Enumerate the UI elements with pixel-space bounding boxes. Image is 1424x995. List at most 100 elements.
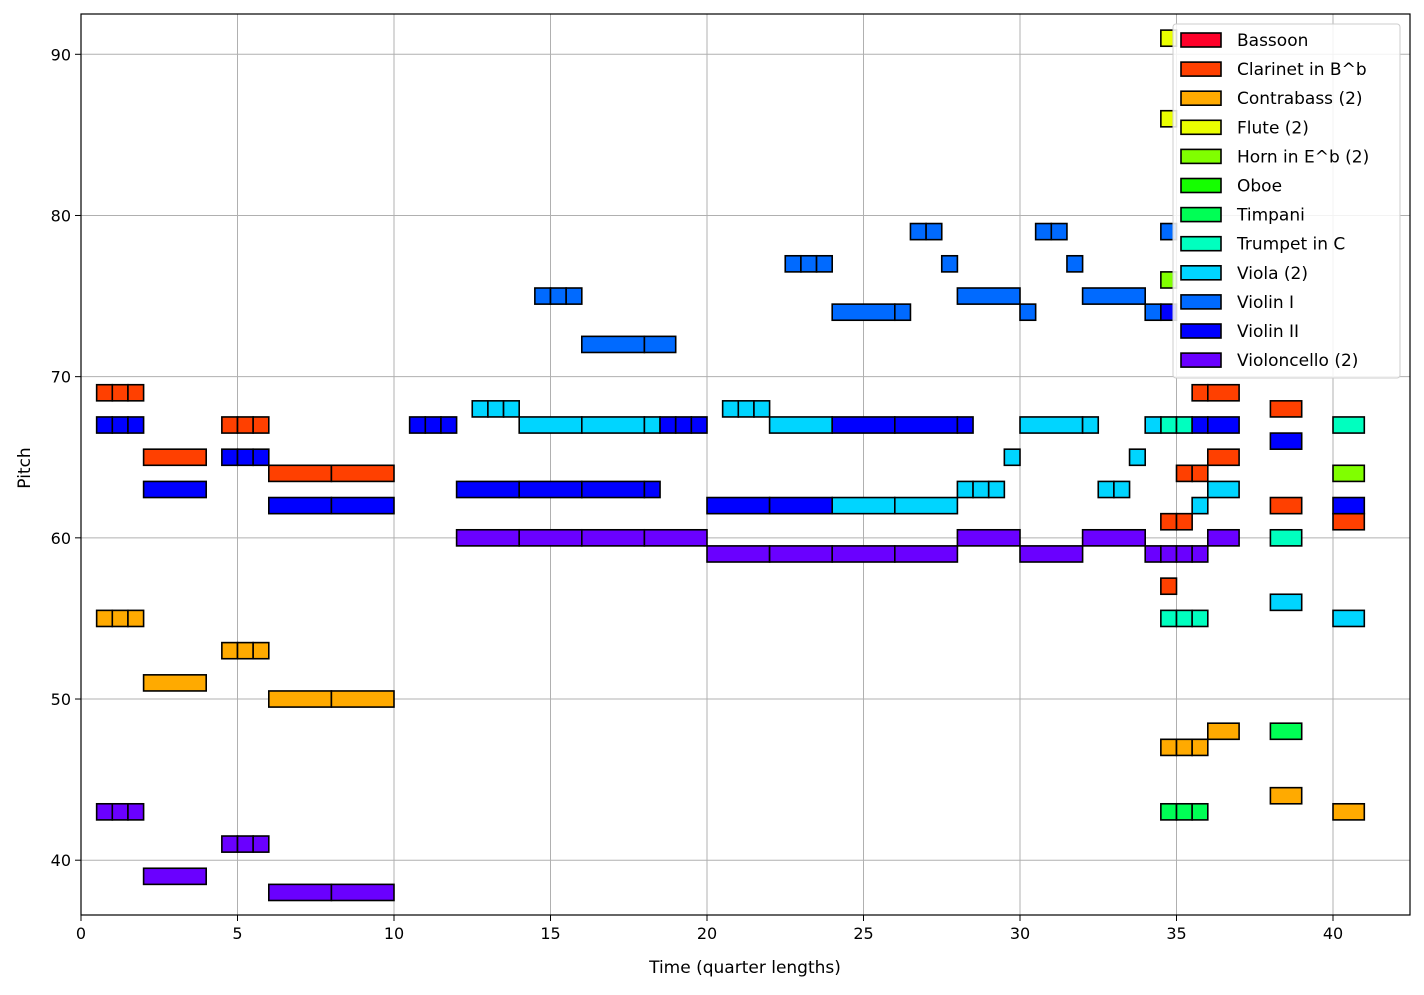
note-bar xyxy=(534,287,552,305)
note-bar xyxy=(1160,512,1178,531)
note-bar xyxy=(768,416,834,434)
note-bar xyxy=(95,383,114,402)
legend-swatch xyxy=(1180,90,1222,106)
note-bar xyxy=(1191,545,1209,563)
note-bar xyxy=(706,496,771,515)
note-bar xyxy=(330,883,395,902)
note-bar xyxy=(1332,802,1366,821)
note-bar xyxy=(142,674,208,692)
legend: Bassoon Clarinet in B^b Contrabass (2) Flut… xyxy=(1172,23,1401,379)
note-bar xyxy=(1207,448,1240,467)
legend-swatch xyxy=(1180,264,1222,281)
note-bar xyxy=(925,222,943,241)
note-bar xyxy=(706,545,771,563)
note-bar xyxy=(581,528,646,547)
note-bar xyxy=(1113,480,1131,499)
note-bar xyxy=(268,690,333,708)
x-tick-label: 35 xyxy=(1166,924,1186,943)
note-bar xyxy=(1191,383,1209,402)
note-bar xyxy=(127,609,145,628)
note-bar xyxy=(1207,416,1240,434)
y-tick-label: 90 xyxy=(51,45,71,64)
note-bar xyxy=(831,545,896,563)
note-bar xyxy=(565,287,583,305)
note-bar xyxy=(1269,432,1303,450)
note-bar xyxy=(581,480,646,499)
legend-label: Timpani xyxy=(1236,206,1305,226)
note-bar xyxy=(956,528,1021,547)
note-bar xyxy=(1144,416,1162,434)
note-bar xyxy=(909,222,927,241)
note-bar xyxy=(1269,400,1303,418)
legend-label: Flute (2) xyxy=(1237,118,1309,138)
legend-label: Clarinet in B^b xyxy=(1237,60,1367,80)
note-bar xyxy=(643,480,661,499)
note-bar xyxy=(455,528,521,547)
note-bar xyxy=(1081,416,1100,434)
note-bar xyxy=(674,416,693,434)
note-bar xyxy=(549,287,567,305)
note-bar xyxy=(1019,416,1084,434)
legend-label: Oboe xyxy=(1237,177,1282,197)
note-bar xyxy=(221,641,239,660)
note-bar xyxy=(408,416,427,434)
plot-frame xyxy=(80,13,1411,916)
legend-label: Contrabass (2) xyxy=(1237,89,1363,109)
y-tick-label: 60 xyxy=(51,529,71,548)
note-bar xyxy=(127,802,145,821)
note-bar xyxy=(690,416,708,434)
note-bar xyxy=(1191,802,1209,821)
note-bar xyxy=(330,690,395,708)
note-bar xyxy=(1175,802,1193,821)
note-bar xyxy=(330,464,395,483)
note-bar xyxy=(1175,738,1193,757)
note-bar xyxy=(221,835,239,853)
legend-swatch xyxy=(1180,177,1222,194)
note-bar xyxy=(894,545,959,563)
note-bar xyxy=(127,416,145,434)
y-tick-label: 80 xyxy=(51,206,71,225)
note-bar xyxy=(972,480,990,499)
note-bar xyxy=(142,448,208,467)
note-bar xyxy=(831,416,896,434)
note-bar xyxy=(142,867,208,886)
note-bar xyxy=(956,480,974,499)
note-bar xyxy=(659,416,677,434)
x-tick-label: 20 xyxy=(697,924,717,943)
legend-swatch xyxy=(1180,352,1222,368)
legend-swatch xyxy=(1180,294,1222,310)
note-bar xyxy=(894,416,959,434)
note-bar xyxy=(721,400,740,418)
note-bar xyxy=(221,448,239,467)
x-axis-label: Time (quarter lengths) xyxy=(648,958,841,978)
note-bar xyxy=(1191,609,1209,628)
note-bar xyxy=(455,480,521,499)
note-bar xyxy=(815,254,834,273)
note-bar xyxy=(1207,722,1240,741)
note-bar xyxy=(95,416,114,434)
note-bar xyxy=(236,641,254,660)
note-bar xyxy=(236,448,254,467)
note-bar xyxy=(894,303,912,322)
legend-box xyxy=(1172,23,1401,379)
axis-ticks: 0 5 10 15 20 25 30 35 40 40 50 60 70 80 90 xyxy=(51,45,1344,943)
note-bar xyxy=(1191,464,1209,483)
note-bar xyxy=(268,496,333,515)
note-bar xyxy=(1191,416,1209,434)
note-bar xyxy=(1269,528,1303,547)
note-bar xyxy=(1019,545,1084,563)
x-tick-label: 30 xyxy=(1010,924,1030,943)
note-bar xyxy=(1081,528,1147,547)
y-tick-label: 50 xyxy=(51,690,71,709)
note-bar xyxy=(221,416,239,434)
note-bar xyxy=(1175,464,1193,483)
x-tick-label: 0 xyxy=(76,924,86,943)
note-bar xyxy=(1160,802,1178,821)
legend-swatch xyxy=(1180,61,1222,77)
note-bar xyxy=(111,416,129,434)
note-bar xyxy=(940,254,959,273)
legend-label: Viola (2) xyxy=(1237,264,1308,284)
note-bar xyxy=(1034,222,1053,241)
note-bar xyxy=(95,802,114,821)
note-bar xyxy=(252,448,270,467)
